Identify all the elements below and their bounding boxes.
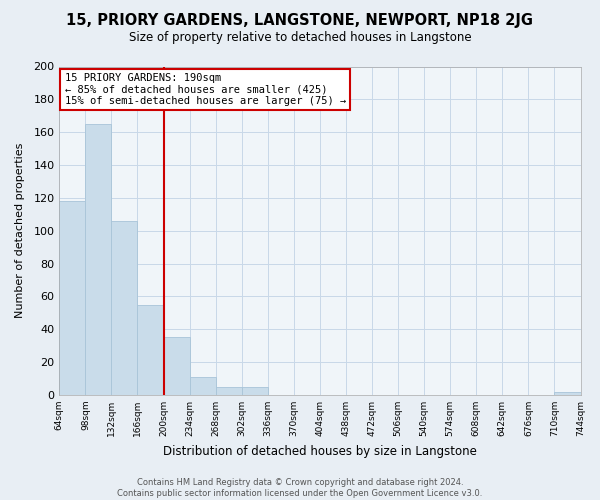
Bar xyxy=(164,338,190,395)
Bar xyxy=(190,377,215,395)
Bar xyxy=(85,124,112,395)
Text: 15, PRIORY GARDENS, LANGSTONE, NEWPORT, NP18 2JG: 15, PRIORY GARDENS, LANGSTONE, NEWPORT, … xyxy=(67,12,533,28)
Bar xyxy=(554,392,581,395)
Bar xyxy=(112,221,137,395)
Y-axis label: Number of detached properties: Number of detached properties xyxy=(15,143,25,318)
Text: Contains HM Land Registry data © Crown copyright and database right 2024.
Contai: Contains HM Land Registry data © Crown c… xyxy=(118,478,482,498)
Bar xyxy=(242,386,268,395)
Text: 15 PRIORY GARDENS: 190sqm
← 85% of detached houses are smaller (425)
15% of semi: 15 PRIORY GARDENS: 190sqm ← 85% of detac… xyxy=(65,73,346,106)
Bar xyxy=(215,386,242,395)
Text: Size of property relative to detached houses in Langstone: Size of property relative to detached ho… xyxy=(128,31,472,44)
Bar xyxy=(137,304,164,395)
X-axis label: Distribution of detached houses by size in Langstone: Distribution of detached houses by size … xyxy=(163,444,477,458)
Bar xyxy=(59,201,85,395)
